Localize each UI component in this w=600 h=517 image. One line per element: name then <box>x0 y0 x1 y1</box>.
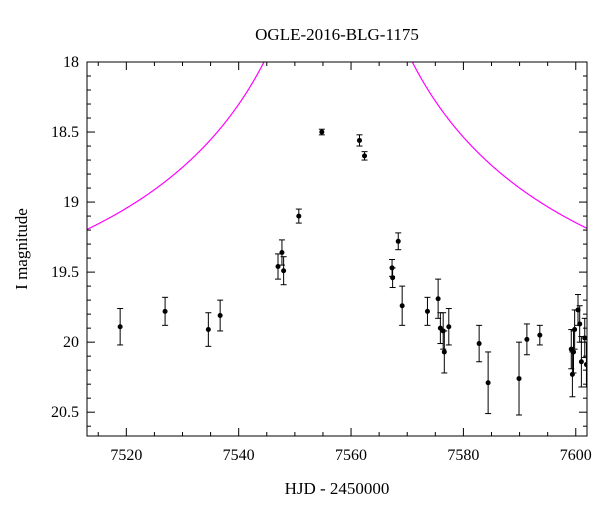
data-point-marker <box>446 324 452 330</box>
data-point-marker <box>399 303 405 309</box>
x-tick-label: 7520 <box>110 447 142 464</box>
data-point-marker <box>217 313 223 319</box>
data-point-marker <box>577 321 583 327</box>
data-point <box>278 239 285 266</box>
data-point-marker <box>424 308 430 314</box>
x-tick-label: 7540 <box>223 447 255 464</box>
data-point <box>476 324 483 363</box>
data-point-marker <box>516 376 522 382</box>
data-point <box>318 128 325 136</box>
data-point <box>389 267 396 289</box>
data-point-marker <box>356 137 362 143</box>
x-tick-label: 7560 <box>335 447 367 464</box>
data-point <box>399 285 406 326</box>
data-point <box>445 308 452 346</box>
data-point-marker <box>117 324 123 330</box>
data-point-marker <box>279 250 285 256</box>
data-point-marker <box>205 327 211 333</box>
data-point-marker <box>362 153 368 159</box>
data-point-marker <box>583 362 587 368</box>
plot-frame <box>86 61 588 437</box>
data-point-marker <box>162 308 168 314</box>
data-point-marker <box>435 296 441 302</box>
data-point <box>523 323 530 356</box>
data-point-marker <box>578 359 584 365</box>
x-axis-label: HJD - 2450000 <box>285 479 390 498</box>
data-point <box>162 296 169 326</box>
data-point-marker <box>476 341 482 347</box>
data-point <box>356 134 363 147</box>
data-point <box>441 330 448 374</box>
data-point <box>280 256 287 286</box>
y-tick-label: 18 <box>63 54 79 71</box>
data-point-marker <box>281 268 287 274</box>
data-point <box>485 351 492 415</box>
data-point-marker <box>395 238 401 244</box>
data-point <box>117 308 124 346</box>
data-point-marker <box>571 349 577 355</box>
data-point-marker <box>582 335 587 341</box>
data-point-marker <box>485 380 491 386</box>
y-tick-label: 18.5 <box>51 124 79 141</box>
x-tick-label: 7600 <box>560 447 592 464</box>
data-point-marker <box>537 332 543 338</box>
data-point <box>361 151 368 161</box>
y-tick-label: 19 <box>63 194 79 211</box>
data-point <box>578 336 585 388</box>
y-axis-label: I magnitude <box>12 208 31 290</box>
data-point <box>571 309 578 350</box>
data-point-marker <box>296 213 302 219</box>
data-point <box>424 296 431 326</box>
model-curve <box>87 62 587 230</box>
data-point-marker <box>524 336 530 342</box>
data-point <box>569 351 576 398</box>
y-tick-label: 20.5 <box>51 404 79 421</box>
y-tick-label: 19.5 <box>51 264 79 281</box>
data-point-marker <box>390 275 396 281</box>
chart-title: OGLE-2016-BLG-1175 <box>255 25 419 44</box>
x-tick-label: 7580 <box>447 447 479 464</box>
data-point-marker <box>441 349 447 355</box>
data-point <box>295 208 302 224</box>
data-point <box>516 341 523 416</box>
y-tick-label: 20 <box>63 334 79 351</box>
data-point <box>275 253 282 280</box>
data-point-marker <box>572 327 578 333</box>
data-point <box>205 312 212 347</box>
data-point <box>568 329 575 370</box>
data-point <box>395 232 402 251</box>
data-point <box>536 324 543 346</box>
data-point-marker <box>319 129 325 135</box>
data-point <box>581 317 587 359</box>
data-point <box>217 299 224 332</box>
